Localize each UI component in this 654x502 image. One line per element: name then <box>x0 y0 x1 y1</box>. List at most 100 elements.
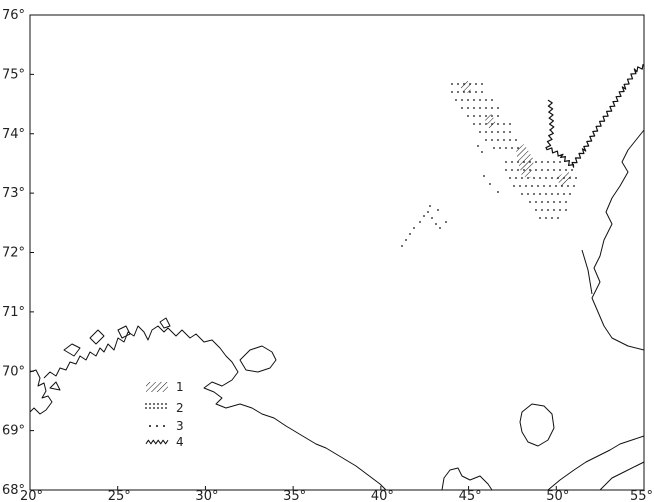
dense-dot <box>479 123 481 125</box>
dense-dot <box>467 99 469 101</box>
dense-dot <box>485 107 487 109</box>
dense-dot <box>559 209 561 211</box>
dense-dot <box>527 177 529 179</box>
legend-dense-dot <box>145 407 147 409</box>
dense-dot <box>503 131 505 133</box>
dense-dot <box>505 169 507 171</box>
dense-dot <box>485 115 487 117</box>
dense-dot <box>573 185 575 187</box>
dense-dot <box>469 91 471 93</box>
dense-dot <box>533 193 535 195</box>
coastline-novaya-zemlya <box>591 129 645 351</box>
dense-dot <box>475 83 477 85</box>
longitude-labels: 20° 25° 30° 35° 40° 45° 50° 55° <box>20 486 653 502</box>
dense-dot <box>497 139 499 141</box>
island-5 <box>159 317 171 329</box>
dense-dot <box>497 131 499 133</box>
dense-dot <box>565 169 567 171</box>
sparse-dot <box>439 227 441 229</box>
legend-label-2: 2 <box>176 401 184 415</box>
dense-dot <box>559 161 561 163</box>
longitude-label: 45° <box>459 489 482 502</box>
dense-dot <box>513 185 515 187</box>
legend-symbol-zigzag <box>145 439 169 445</box>
coastline-pechora <box>547 435 645 491</box>
legend-symbol-hatched <box>146 382 168 392</box>
dense-dot <box>529 169 531 171</box>
island-1 <box>63 343 81 357</box>
dense-dot <box>553 209 555 211</box>
dense-dot <box>557 193 559 195</box>
dense-dot <box>469 83 471 85</box>
latitude-labels: 76° 75° 74° 73° 72° 71° 70° 69° 68° <box>2 8 34 498</box>
dense-dot <box>475 91 477 93</box>
longitude-label: 40° <box>371 489 394 502</box>
dense-dot <box>511 147 513 149</box>
dense-dot <box>473 107 475 109</box>
dense-dot <box>491 115 493 117</box>
dense-dot <box>493 147 495 149</box>
sparse-dot <box>419 221 421 223</box>
legend-item-2 <box>145 403 167 409</box>
dense-dot <box>539 193 541 195</box>
dense-dot <box>509 131 511 133</box>
dense-dot <box>457 83 459 85</box>
legend-dense-dot <box>153 407 155 409</box>
dense-dot <box>523 161 525 163</box>
dense-dot <box>479 115 481 117</box>
island-kolguev <box>519 403 555 447</box>
legend-dense-dot <box>153 403 155 405</box>
dense-dot <box>553 169 555 171</box>
dense-dot <box>535 161 537 163</box>
dense-dot <box>517 147 519 149</box>
legend-dense-dot <box>157 403 159 405</box>
sparse-dot <box>423 215 425 217</box>
legend-label-4: 4 <box>176 435 184 449</box>
dense-dot <box>519 185 521 187</box>
dense-dot <box>547 201 549 203</box>
dense-dot <box>455 99 457 101</box>
legend-sparse-dot <box>156 425 158 427</box>
legend-sparse-dot <box>149 425 151 427</box>
dense-dot <box>515 177 517 179</box>
sparse-dot <box>481 151 483 153</box>
dense-dot <box>491 131 493 133</box>
dense-dot <box>451 83 453 85</box>
sparse-dot <box>437 209 439 211</box>
sparse-dot <box>409 233 411 235</box>
dense-dot <box>481 83 483 85</box>
dense-dot <box>461 99 463 101</box>
sparse-dot <box>413 227 415 229</box>
latitude-label: 71° <box>2 305 25 320</box>
longitude-label: 35° <box>283 489 306 502</box>
dense-dot <box>551 177 553 179</box>
longitude-label: 50° <box>546 489 569 502</box>
sparse-dot <box>483 175 485 177</box>
hatched-area-3 <box>516 144 534 178</box>
longitude-label: 55° <box>630 489 653 502</box>
dense-dot <box>497 107 499 109</box>
dense-dot <box>553 201 555 203</box>
dense-dot <box>473 99 475 101</box>
dense-dot <box>461 107 463 109</box>
dense-dot <box>479 99 481 101</box>
dense-dot <box>533 177 535 179</box>
dense-dot <box>509 177 511 179</box>
dense-dot <box>547 169 549 171</box>
dense-dot <box>497 123 499 125</box>
dense-dot <box>479 131 481 133</box>
legend-dense-dot <box>149 407 151 409</box>
longitude-label: 30° <box>195 489 218 502</box>
coastline-kola-east <box>239 345 277 373</box>
dense-dot <box>529 201 531 203</box>
dense-dot <box>547 209 549 211</box>
dense-dot <box>491 139 493 141</box>
dense-dot <box>511 169 513 171</box>
dense-dot <box>527 193 529 195</box>
dense-dot <box>521 193 523 195</box>
dense-dot <box>485 139 487 141</box>
latitude-label: 73° <box>2 186 25 201</box>
dense-dot <box>555 185 557 187</box>
dense-dot <box>509 123 511 125</box>
